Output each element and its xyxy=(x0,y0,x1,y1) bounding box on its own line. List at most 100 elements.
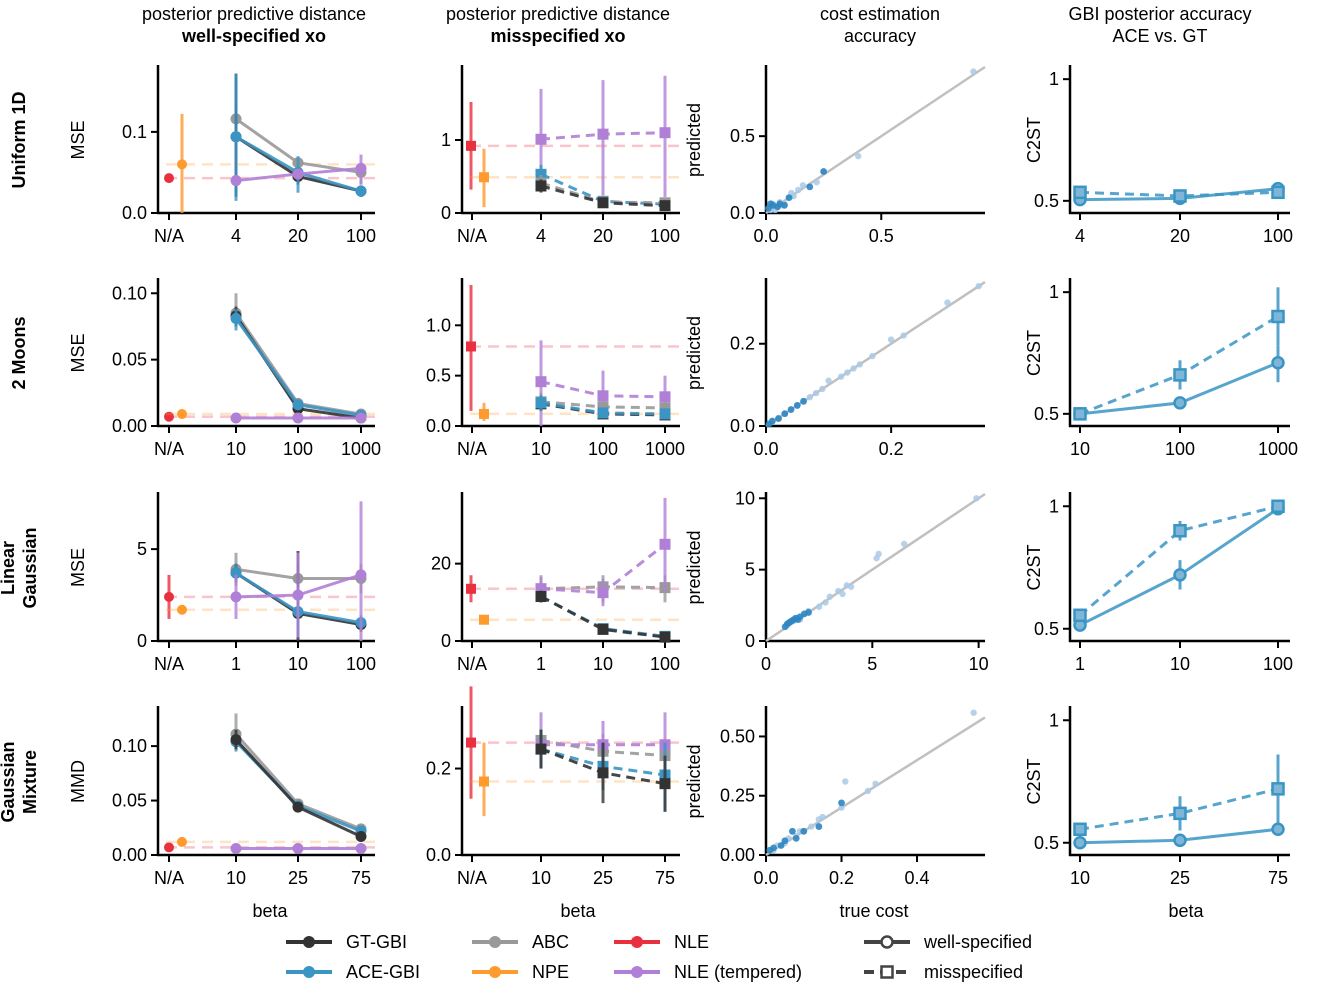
legend-ace-marker xyxy=(303,966,315,978)
panel-r3-c2-xtick-label-1: 1 xyxy=(536,654,546,674)
panel-r4-c1-abc-line xyxy=(234,733,362,831)
panel-r4-c3-point-dark-4 xyxy=(789,827,796,835)
legend: GT-GBI ACE-GBI ABC NPE NLE NLE (tempered… xyxy=(286,932,1032,982)
panel-r1-c1-ref-npe-marker xyxy=(177,159,187,170)
panel-r1-c1-series-nle-tempered xyxy=(230,154,367,187)
panel-r4-c4-well-specified-marker-1 xyxy=(1173,833,1187,848)
panel-r1-c2-xtick-label-2: 20 xyxy=(593,226,613,246)
panel-r4-c3-xtick-label-2: 0.4 xyxy=(905,868,930,888)
panel-r1-c2-gt-gbi-marker-2 xyxy=(659,200,671,212)
panel-r4-c3-xtick-label-1: 0.2 xyxy=(829,868,854,888)
panel-r2-c1-ytick-label-1: 0.05 xyxy=(112,350,147,370)
panel-r4-c2-xtick-label-0: N/A xyxy=(457,868,487,888)
panel-r3-c2-gt-gbi-marker-0 xyxy=(535,591,547,603)
panel-r3-c3-ytick-label-1: 5 xyxy=(745,560,755,580)
panel-r4-c2-ref-nle xyxy=(466,686,680,799)
panel-r1-c1-nle-tempered-marker-2 xyxy=(355,162,367,174)
panel-r2-c3-point-light-9 xyxy=(850,365,857,372)
legend-npe: NPE xyxy=(472,962,569,982)
panel-r1-c4-misspecified-marker-2 xyxy=(1271,185,1285,200)
panel-r4-c3-ytick-label-1: 0.25 xyxy=(720,786,755,806)
panel-r2-c1-xtick-label-3: 1000 xyxy=(341,439,381,459)
panel-r2-c3-point-light-13 xyxy=(900,332,907,339)
panel-r4-c1-ytick-label-2: 0.10 xyxy=(112,736,147,756)
panel-r2-c3-point-dark-3 xyxy=(781,410,789,418)
panel-r4-c3-ytick-label-0: 0.00 xyxy=(720,845,755,865)
xlabel-beta-col1: beta xyxy=(252,901,288,921)
panel-r1-c2-series-nle-tempered xyxy=(535,75,671,197)
panel-r4-c3-point-dark-8 xyxy=(838,799,845,807)
panel-r1-c1-ace-gbi-marker-2 xyxy=(355,185,367,197)
panel-r4-c3-xtick-label-0: 0.0 xyxy=(753,868,778,888)
col-title-4-line2: ACE vs. GT xyxy=(1112,26,1207,46)
panel-r2-c2: 0.0 0.5 1.0 N/A 10 100 1000 xyxy=(426,278,685,459)
panel-r4-c2-series-gt-gbi xyxy=(535,729,671,812)
panel-r2-c1-xtick-label-2: 100 xyxy=(283,439,313,459)
panel-r4-c1-gt-gbi-marker-0 xyxy=(230,734,242,746)
panel-r3-c1: 0 5 MSE N/A 1 10 100 xyxy=(68,492,376,674)
panel-r3-c3-point-light-8 xyxy=(847,583,855,590)
panel-r2-c3-point-light-8 xyxy=(837,373,845,380)
panel-r3-c4: 0.5 1 C2ST 1 10 100 xyxy=(1024,492,1293,674)
panel-r3-c4-ytick-label-0: 0.5 xyxy=(1034,619,1059,639)
legend-npe-label: NPE xyxy=(532,962,569,982)
panel-r1-c3-point-light-9 xyxy=(813,179,820,186)
panel-r1-c2-ytick-label-0: 0 xyxy=(441,203,451,223)
panel-r4-c3-point-light-8 xyxy=(819,813,826,821)
panel-r2-c4-well-specified-marker-2 xyxy=(1271,355,1285,370)
panel-r4-c1-nle-tempered-marker-1 xyxy=(292,842,304,854)
panel-r2-c4-misspecified-marker-2 xyxy=(1271,309,1285,324)
panel-r1-c3-point-light-12 xyxy=(970,68,977,75)
col-title-1-line1: posterior predictive distance xyxy=(142,4,366,24)
panel-r3-c3-xtick-label-0: 0 xyxy=(761,654,771,674)
panel-r1-c1-ref-npe xyxy=(166,114,375,213)
row-label-2-moons: 2 Moons xyxy=(9,316,29,389)
panel-r4-c3-point-light-10 xyxy=(842,778,849,785)
panel-r4-c4-ytick-label-0: 0.5 xyxy=(1034,833,1059,853)
panel-r2-c3-ylabel: predicted xyxy=(684,316,704,390)
panel-r1-c2: 0 1 N/A 4 20 100 xyxy=(441,65,680,246)
panel-r2-c2-xtick-label-1: 10 xyxy=(531,439,551,459)
panel-r4-c3-point-light-13 xyxy=(970,709,977,716)
panel-r3-c1-nle-tempered-marker-0 xyxy=(230,591,242,603)
panel-r1-c2-xtick-label-0: N/A xyxy=(457,226,487,246)
panel-r3-c2-xtick-label-0: N/A xyxy=(457,654,487,674)
legend-nle: NLE xyxy=(614,932,709,952)
panel-r2-c2-ytick-label-1: 0.5 xyxy=(426,366,451,386)
panel-r2-c4-ytick-label-1: 1 xyxy=(1049,282,1059,302)
legend-well: well-specified xyxy=(864,932,1032,952)
legend-nle-marker xyxy=(631,936,643,948)
legend-gt: GT-GBI xyxy=(286,932,407,952)
panel-r1-c4-xtick-label-2: 100 xyxy=(1263,226,1293,246)
panel-r1-c1-xtick-label-3: 100 xyxy=(346,226,376,246)
panel-r1-c1-ytick-label-1: 0.1 xyxy=(122,122,147,142)
panel-r1-c1-ytick-label-0: 0.0 xyxy=(122,203,147,223)
xlabel-beta-col4: beta xyxy=(1168,901,1204,921)
panel-r1-c2-xtick-label-3: 100 xyxy=(650,226,680,246)
legend-gt-marker xyxy=(303,936,315,948)
panel-r2-c3: 0.0 0.2 predicted 0.0 0.2 xyxy=(684,278,986,459)
panel-r2-c1-nle-tempered-marker-0 xyxy=(230,412,242,424)
panel-r4-c3-point-light-9 xyxy=(838,804,845,811)
panel-r4-c3-ytick-label-2: 0.50 xyxy=(720,726,755,746)
panel-r4-c4-well-specified-marker-0 xyxy=(1073,836,1087,850)
panel-r4-c4-series-misspecified xyxy=(1073,754,1285,837)
panel-r4-c1-gt-gbi-marker-2 xyxy=(355,830,367,842)
panel-r4-c1-series-nle-tempered xyxy=(230,842,367,854)
panel-r1-c3: 0.0 0.5 predicted 0.0 0.5 xyxy=(684,65,986,246)
panel-r4-c3-point-dark-5 xyxy=(792,835,800,842)
panel-r4-c2-gt-gbi-marker-1 xyxy=(597,767,609,779)
panel-r2-c2-xtick-label-0: N/A xyxy=(457,439,487,459)
panel-r4-c4-series-well-specified xyxy=(1073,822,1285,850)
panel-r4-c1-ref-nle-marker xyxy=(164,842,174,853)
panel-r1-c3-xtick-label-0: 0.0 xyxy=(753,226,778,246)
panel-r2-c3-point-light-15 xyxy=(975,282,982,290)
panel-r1-c1-ylabel: MSE xyxy=(68,120,88,159)
panel-r3-c1-xtick-label-2: 10 xyxy=(288,654,308,674)
panel-r3-c3-point-dark-9 xyxy=(805,609,812,616)
panel-r2-c4-xtick-label-0: 10 xyxy=(1070,439,1090,459)
legend-nle-label: NLE xyxy=(674,932,709,952)
legend-mis-marker xyxy=(880,965,894,979)
panel-r4-c2-ref-npe-marker xyxy=(479,776,489,787)
panel-r3-c1-ytick-label-0: 0 xyxy=(137,631,147,651)
